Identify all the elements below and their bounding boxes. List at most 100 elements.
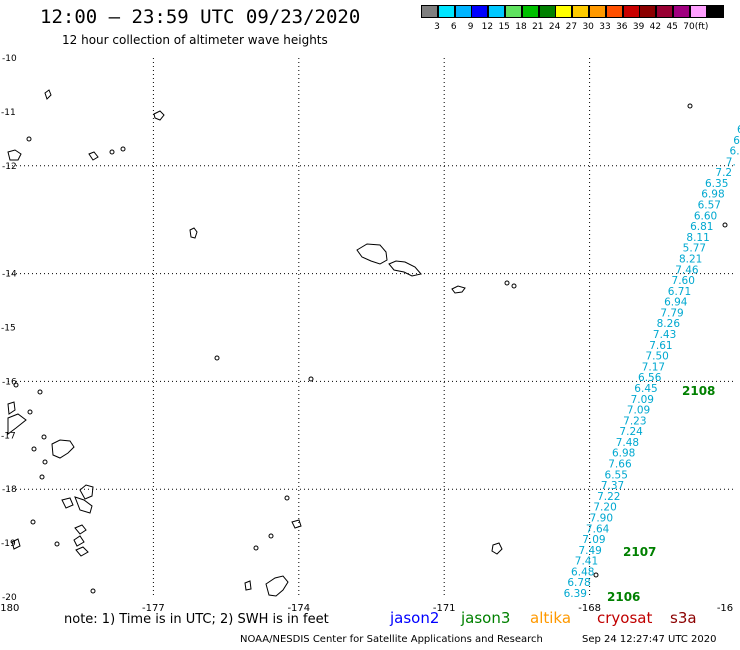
longitude-tick-label: -180 — [0, 603, 19, 614]
wave-height-value: 8.21 — [679, 253, 702, 265]
altimeter-track: 6.6.6.7.7.26.356.986.576.606.818.115.778… — [564, 124, 740, 604]
longitude-tick-label: -168 — [578, 603, 601, 614]
color-scale-label: 9 — [467, 22, 474, 32]
island-outline — [13, 382, 19, 388]
page-subtitle: 12 hour collection of altimeter wave hei… — [62, 33, 328, 47]
wave-height-value: 7.37 — [601, 480, 624, 492]
color-swatch — [639, 5, 657, 18]
color-scale-label: 70 — [683, 22, 695, 32]
color-scale-label: 45 — [666, 22, 678, 32]
color-swatch — [521, 5, 539, 18]
wave-height-value: 6. — [730, 146, 740, 158]
latitude-tick-label: -10 — [2, 54, 17, 64]
color-swatch — [471, 5, 489, 18]
island-outline — [356, 243, 388, 265]
island-outline — [27, 409, 33, 415]
wave-height-value: 7.50 — [645, 351, 668, 363]
satellite-legend-item: jason2 — [390, 609, 440, 627]
pass-number-label: 2107 — [623, 545, 656, 559]
island-outline — [39, 474, 45, 480]
island-outline — [74, 524, 87, 535]
color-swatch — [454, 5, 472, 18]
wave-height-value: 7. — [726, 156, 736, 168]
latitude-tick-label: -12 — [2, 162, 17, 172]
color-scale-label: 42 — [649, 22, 662, 32]
island-outline — [7, 413, 27, 435]
map-grid — [8, 58, 735, 597]
island-outline — [7, 401, 16, 415]
island-outline — [37, 389, 43, 395]
island-outline — [61, 497, 74, 509]
satellite-legend-item: s3a — [670, 609, 697, 627]
wave-height-value: 7.41 — [575, 556, 598, 568]
color-swatch — [572, 5, 590, 18]
color-scale-label: 15 — [498, 22, 510, 32]
map-axis-labels: -180 -177 -174 -171 -168 -16 -10 -12 -14 -16 -18 -2… — [0, 54, 733, 614]
wave-height-value: 7.09 — [627, 405, 650, 417]
island-outline — [491, 542, 503, 555]
color-swatch — [656, 5, 674, 18]
color-scale-label: 21 — [532, 22, 544, 32]
generated-timestamp: Sep 24 12:27:47 UTC 2020 — [582, 634, 717, 645]
color-scale-label: 30 — [582, 22, 594, 32]
wave-height-value: 6.98 — [701, 189, 724, 201]
color-swatch — [689, 5, 707, 18]
wave-height-value: 7.60 — [672, 275, 695, 287]
color-scale-label: 33 — [599, 22, 611, 32]
island-outline — [451, 285, 466, 294]
color-swatch — [605, 5, 623, 18]
island-outline — [265, 575, 289, 597]
island-outline — [11, 538, 21, 550]
wave-height-value: 7.48 — [616, 437, 639, 449]
wave-height-value: 6.60 — [694, 210, 717, 222]
color-scale-label: 39 — [632, 22, 645, 32]
color-swatch — [589, 5, 606, 18]
wave-height-value: 6.57 — [698, 200, 721, 212]
island-outline — [54, 541, 60, 547]
satellite-legend-item: altika — [530, 609, 572, 627]
island-outline — [388, 260, 422, 277]
longitude-tick-label: -174 — [287, 603, 310, 614]
wave-height-value: 8.26 — [657, 318, 681, 330]
color-swatch — [505, 5, 522, 18]
wave-height-value: 6.94 — [664, 297, 688, 309]
island-outline — [268, 533, 274, 539]
island-outline — [88, 151, 99, 161]
pass-number-label: 2108 — [682, 384, 715, 398]
color-swatch — [706, 5, 724, 18]
wave-height-value: 7.46 — [675, 264, 699, 276]
island-outline — [687, 103, 693, 109]
wave-height-value: 7.24 — [619, 426, 643, 438]
island-outline — [284, 495, 290, 501]
wave-height-value: 7.09 — [582, 534, 605, 546]
wave-height-value: 7.22 — [597, 491, 620, 503]
wave-height-value: 5.77 — [683, 243, 706, 255]
wave-height-value: 7.20 — [593, 502, 616, 514]
wave-height-value: 7.23 — [623, 415, 646, 427]
wave-height-value: 7.43 — [653, 329, 676, 341]
island-outline — [74, 496, 93, 514]
latitude-tick-label: -11 — [1, 108, 16, 118]
wave-height-value: 6.45 — [634, 383, 657, 395]
color-scale-label: 24 — [548, 22, 561, 32]
color-scale-label: 18 — [515, 22, 527, 32]
wave-height-value: 7.2 — [715, 167, 732, 179]
latitude-tick-label: -17 — [1, 431, 16, 441]
island-outline — [722, 222, 728, 228]
wave-height-value: 7.66 — [608, 459, 632, 471]
wave-height-value: 6.56 — [638, 372, 662, 384]
color-swatch — [555, 5, 573, 18]
wave-height-value: 7.61 — [649, 340, 672, 352]
island-outline — [244, 580, 252, 591]
island-outline — [153, 110, 165, 121]
page-title: 12:00 — 23:59 UTC 09/23/2020 — [40, 6, 361, 28]
island-outline — [30, 519, 36, 525]
island-coastlines — [7, 89, 728, 597]
wave-height-value: 7.90 — [590, 512, 613, 524]
color-scale-label: 12 — [481, 22, 494, 32]
island-outline — [109, 149, 115, 155]
latitude-tick-label: -20 — [2, 593, 17, 603]
color-swatch — [437, 5, 455, 18]
latitude-tick-label: -14 — [2, 270, 17, 280]
